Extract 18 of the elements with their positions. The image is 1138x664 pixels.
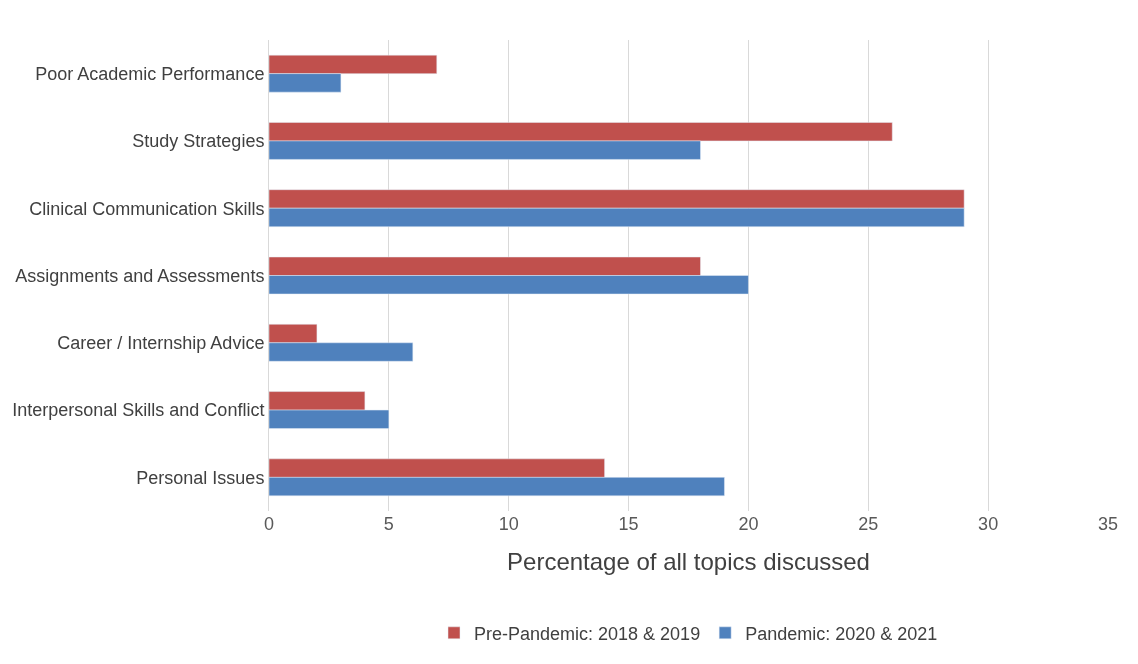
- y-tick-label: Study Strategies: [132, 131, 265, 152]
- y-tick-label: Personal Issues: [136, 467, 265, 488]
- y-tick-label: Interpersonal Skills and Conflict: [12, 400, 265, 421]
- x-tick-label: 5: [383, 514, 394, 534]
- legend-label: Pre-Pandemic: 2018 & 2019: [474, 623, 701, 644]
- y-tick-label: Clinical Communication Skills: [29, 198, 265, 219]
- x-tick-label: 0: [263, 514, 275, 534]
- x-tick-label: 20: [738, 514, 759, 534]
- x-axis-title: Percentage of all topics discussed: [507, 548, 870, 576]
- x-tick-label: 10: [498, 514, 519, 534]
- y-tick-label: Poor Academic Performance: [35, 63, 265, 84]
- y-tick-label: Assignments and Assessments: [15, 265, 265, 286]
- x-tick-label: 35: [1097, 514, 1119, 534]
- legend-label: Pandemic: 2020 & 2021: [745, 623, 938, 644]
- x-tick-label: 15: [618, 514, 639, 534]
- y-tick-label: Career / Internship Advice: [57, 333, 265, 354]
- x-tick-label: 30: [978, 514, 999, 534]
- x-tick-label: 25: [858, 514, 879, 534]
